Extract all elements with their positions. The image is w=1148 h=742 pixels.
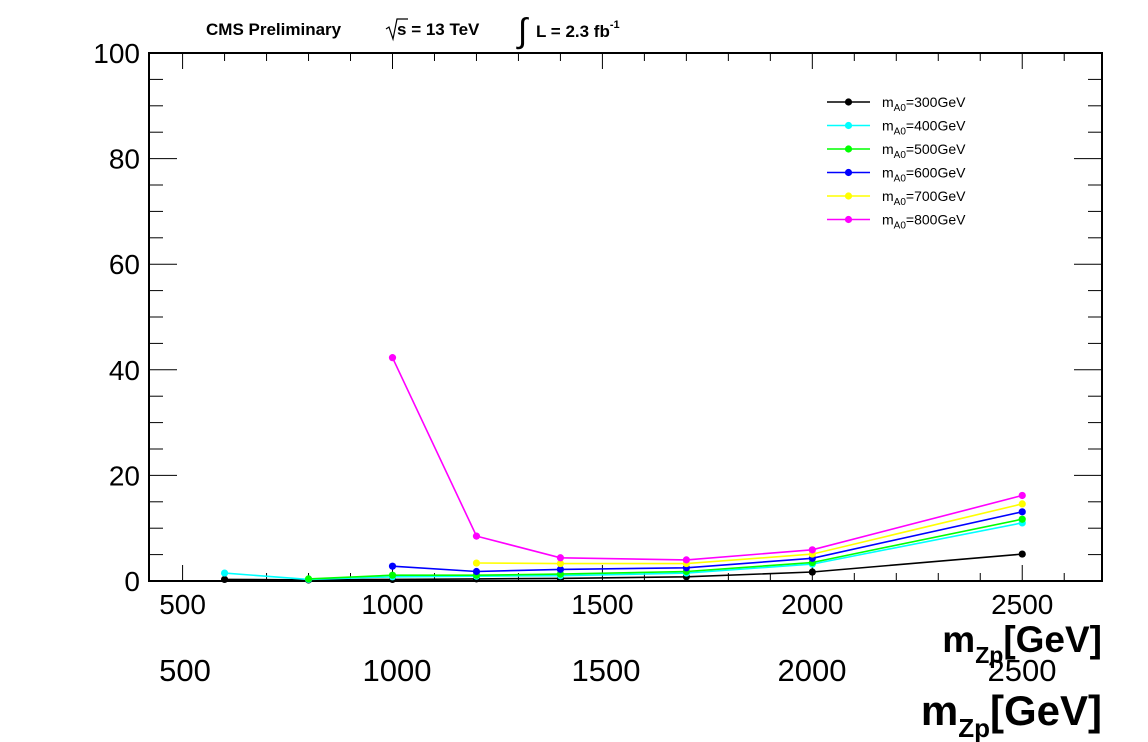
- legend-marker-0: [844, 98, 853, 106]
- legend-entry-0: mA0=300GeV: [882, 94, 966, 114]
- legend-rest: =700GeV: [906, 188, 966, 204]
- experiment-label: CMS Preliminary: [206, 20, 342, 39]
- y-tick-label: 100: [93, 38, 140, 69]
- series-point-2: [388, 571, 397, 579]
- legend-marker-4: [844, 192, 853, 200]
- series-point-5: [388, 354, 397, 362]
- series-point-0: [1018, 550, 1026, 558]
- series-point-5: [808, 546, 816, 554]
- energy-rest: = 13 TeV: [406, 20, 480, 39]
- series-line-3: [392, 511, 1023, 573]
- x-tick-label: 1500: [571, 589, 633, 620]
- xlabel-unit: [GeV]: [1003, 619, 1102, 660]
- ghost-x-axis-label: mZp[GeV]: [921, 687, 1102, 742]
- energy-label: s = 13 TeV: [397, 20, 480, 39]
- ghost-tick-label: 2000: [778, 653, 847, 688]
- lumi-sup: -1: [610, 19, 620, 31]
- legend-sub: A0: [894, 150, 907, 161]
- series-point-1: [220, 569, 229, 577]
- series-point-5: [556, 554, 565, 562]
- legend-sub: A0: [894, 197, 907, 208]
- ghost-xlabel-unit: [GeV]: [990, 687, 1102, 734]
- y-tick-label: 80: [109, 144, 140, 175]
- legend-sub: A0: [894, 174, 907, 185]
- ghost-xlabel-main: m: [921, 687, 958, 734]
- legend: mA0=300GeVmA0=400GeVmA0=500GeVmA0=600GeV…: [827, 94, 966, 232]
- legend-marker-2: [844, 145, 853, 153]
- series-point-5: [682, 556, 690, 564]
- lumi-integral-sign: ∫: [516, 12, 529, 50]
- legend-entry-4: mA0=700GeV: [882, 188, 966, 208]
- legend-marker-1: [844, 121, 853, 130]
- legend-marker-5: [844, 215, 853, 224]
- legend-sub: A0: [894, 127, 907, 138]
- xlabel-sub: Zp: [975, 642, 1003, 668]
- legend-marker-3: [844, 168, 853, 177]
- xlabel-main: m: [942, 619, 975, 660]
- legend-entry-1: mA0=400GeV: [882, 118, 966, 138]
- ghost-x-axis: 500 1000 1500 2000 2500 mZp[GeV]: [159, 653, 1102, 742]
- series-point-0: [808, 568, 816, 576]
- ghost-tick-label: 500: [159, 653, 211, 688]
- legend-sub: A0: [894, 103, 907, 114]
- series-point-4: [1018, 500, 1026, 508]
- legend-rest: =500GeV: [906, 141, 966, 157]
- y-tick-label: 0: [124, 566, 140, 597]
- series-point-0: [220, 575, 229, 584]
- x-tick-label: 500: [159, 589, 206, 620]
- y-tick-label: 20: [109, 460, 140, 491]
- ghost-tick-label: 1000: [363, 653, 432, 688]
- series-line-0: [224, 553, 1023, 581]
- energy-sqrt: s: [397, 20, 406, 39]
- lumi-label: L = 2.3 fb-1: [536, 19, 620, 41]
- legend-entry-2: mA0=500GeV: [882, 141, 966, 161]
- ghost-tick-label: 2500: [988, 653, 1057, 688]
- series-point-3: [472, 567, 481, 576]
- series-point-3: [1018, 508, 1026, 516]
- legend-main: m: [882, 212, 894, 228]
- x-tick-label: 1000: [361, 589, 423, 620]
- series-point-4: [472, 559, 481, 567]
- axis-tick-labels: 0 20 40 60 80 100 500 1000 1500 2000 2500: [93, 38, 1053, 620]
- lumi-text: L = 2.3 fb: [536, 22, 610, 41]
- series-point-3: [556, 565, 565, 573]
- x-axis-label: mZp[GeV]: [942, 619, 1102, 668]
- legend-main: m: [882, 165, 894, 181]
- legend-main: m: [882, 188, 894, 204]
- legend-rest: =800GeV: [906, 212, 966, 228]
- data-series: [220, 354, 1026, 584]
- legend-rest: =300GeV: [906, 94, 966, 110]
- x-tick-label: 2000: [781, 589, 843, 620]
- legend-entry-5: mA0=800GeV: [882, 212, 966, 232]
- legend-rest: =400GeV: [906, 118, 966, 134]
- x-tick-label: 2500: [991, 589, 1053, 620]
- sqrt-symbol: [385, 18, 408, 42]
- plot-frame: [148, 52, 1103, 582]
- legend-main: m: [882, 94, 894, 110]
- series-point-5: [1018, 491, 1026, 500]
- series-point-3: [388, 562, 397, 570]
- legend-sub: A0: [894, 221, 907, 232]
- ghost-xlabel-sub: Zp: [958, 713, 990, 742]
- y-tick-label: 60: [109, 249, 140, 280]
- y-tick-label: 40: [109, 355, 140, 386]
- series-point-5: [472, 532, 481, 540]
- chart-header: CMS Preliminary s = 13 TeV ∫ L = 2.3 fb-…: [206, 12, 620, 50]
- legend-entry-3: mA0=600GeV: [882, 165, 966, 185]
- legend-main: m: [882, 118, 894, 134]
- series-point-2: [304, 575, 313, 583]
- series-point-2: [1018, 515, 1026, 523]
- series-point-4: [556, 559, 565, 568]
- ghost-tick-label: 1500: [572, 653, 641, 688]
- series-line-5: [391, 357, 1023, 561]
- legend-rest: =600GeV: [906, 165, 966, 181]
- legend-main: m: [882, 141, 894, 157]
